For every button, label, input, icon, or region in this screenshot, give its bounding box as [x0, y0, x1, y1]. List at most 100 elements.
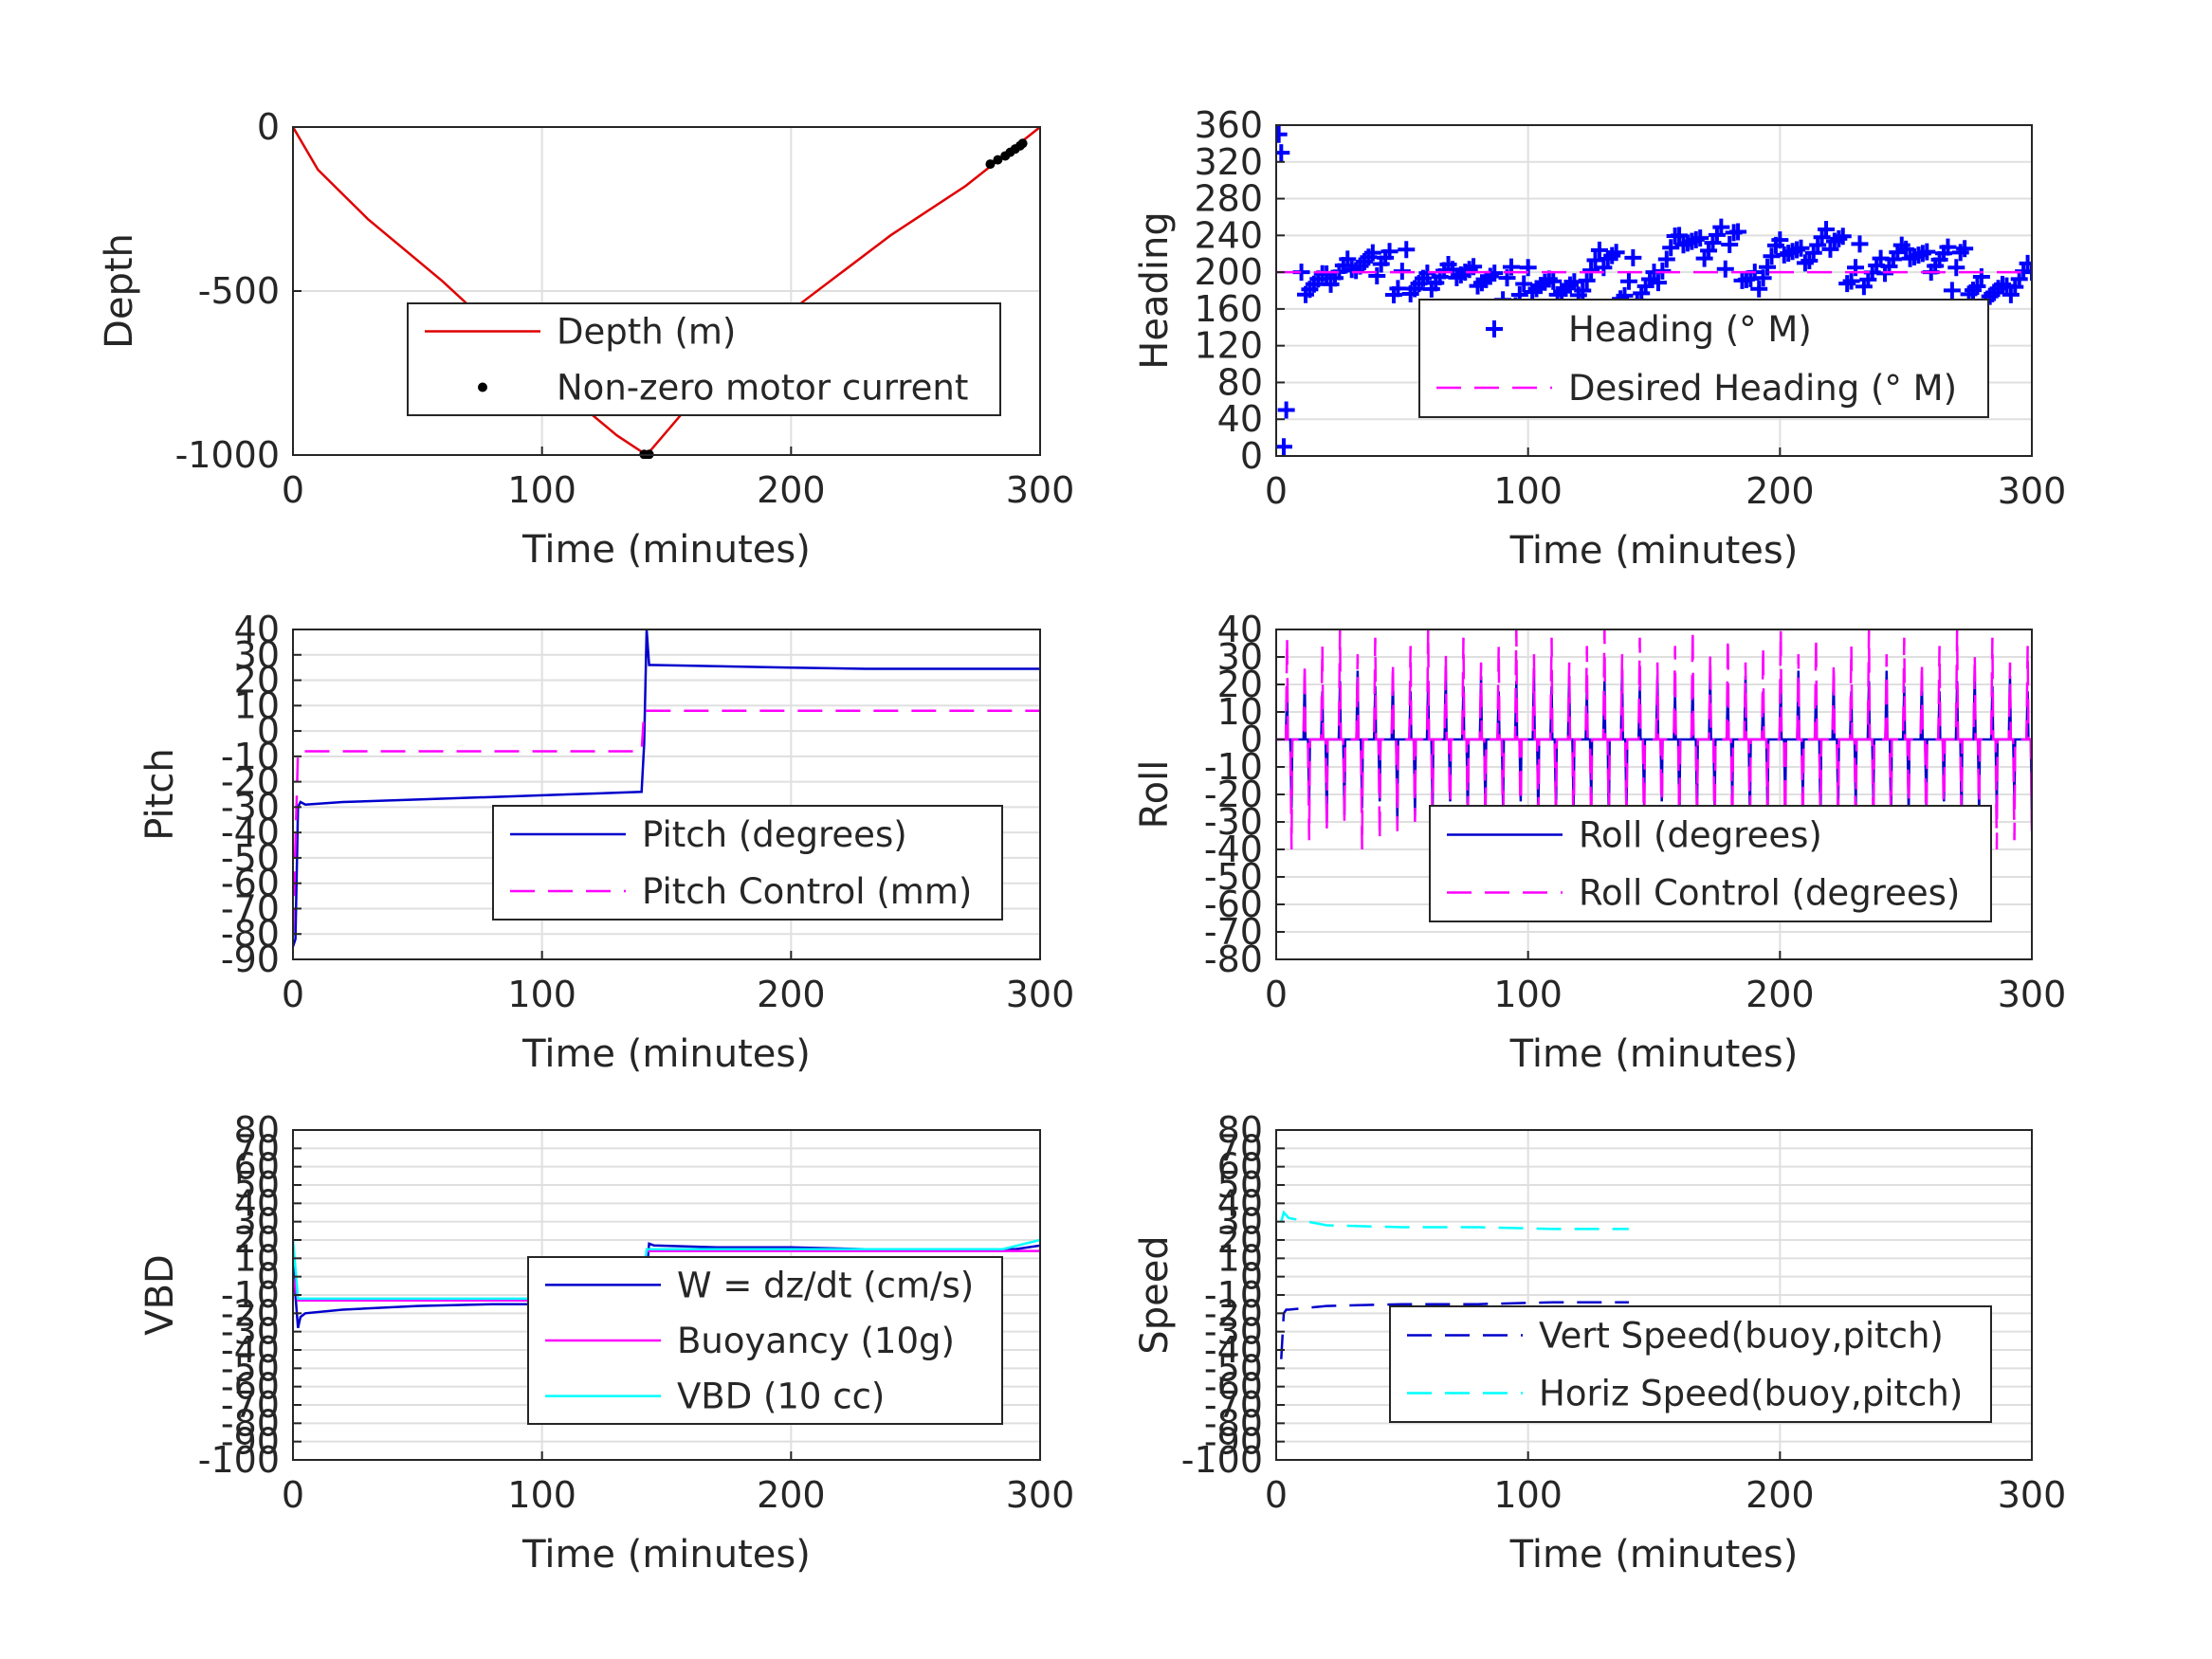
series-heading-m-point — [1619, 272, 1637, 290]
y-tick-label: 40 — [1217, 1182, 1263, 1224]
x-tick-label: 300 — [1998, 470, 2067, 512]
y-tick-label: 120 — [1194, 325, 1263, 367]
legend: W = dz/dt (cm/s) Buoyancy (10g) VBD (10 cc… — [527, 1256, 1003, 1425]
series-heading-m-point — [1590, 241, 1608, 259]
series-heading-m-point — [1380, 243, 1398, 261]
series-heading-m-point — [1691, 229, 1709, 247]
series-pitch-degrees — [293, 629, 1040, 947]
y-tick-label: 20 — [234, 1219, 280, 1261]
series-non-zero-motor-current-point — [985, 159, 996, 170]
series-heading-m-point — [1947, 259, 1965, 277]
series-heading-m-point — [1712, 218, 1730, 236]
y-tick-label: 30 — [234, 1201, 280, 1243]
chart-4: 0 100 200 300403020100-10-20-30-40-50-60-70… — [1133, 609, 2066, 1076]
y-tick-label: 0 — [1240, 719, 1263, 760]
y-tick-label: -60 — [221, 863, 280, 904]
x-tick-label: 300 — [1006, 1474, 1075, 1516]
y-tick-label: -50 — [1204, 856, 1263, 898]
y-tick-label: 10 — [1217, 1237, 1263, 1279]
series-heading-m-point — [1398, 241, 1416, 259]
y-tick-label: -30 — [1204, 801, 1263, 843]
series-heading-m-point — [2019, 254, 2032, 272]
y-tick-label: 70 — [1217, 1127, 1263, 1169]
y-tick-label: -70 — [1204, 911, 1263, 953]
y-tick-label: 0 — [257, 710, 280, 752]
legend-entry-label: Horiz Speed(buoy,pitch) — [1539, 1374, 1963, 1414]
y-tick-label: -80 — [221, 1402, 280, 1444]
chart-1: 0 100 200 300 0 -500 -1000 Time (minutes) Depth D… — [98, 106, 1074, 572]
y-tick-label: -40 — [1204, 1329, 1263, 1371]
series-horiz-speed-buoy-pitch — [1280, 1210, 1629, 1231]
series-heading-m-point — [1956, 240, 1974, 258]
y-tick-label: -70 — [1204, 1384, 1263, 1426]
series-heading-m-point — [1968, 277, 1986, 295]
series-heading-m-point — [1363, 244, 1381, 262]
y-tick-label: 360 — [1194, 104, 1263, 146]
series-heading-m-point — [1939, 238, 1957, 256]
series-heading-m-point — [1943, 282, 1961, 300]
series-non-zero-motor-current-point — [1017, 138, 1028, 149]
y-tick-label: 0 — [1240, 435, 1263, 477]
series-heading-m-point — [1750, 280, 1768, 298]
series-group — [1276, 125, 2032, 456]
y-tick-label: -10 — [1204, 1274, 1263, 1316]
series-heading-m-point — [1276, 125, 1288, 143]
x-tick-label: 100 — [1493, 470, 1563, 512]
series-depth-m — [293, 126, 1040, 457]
y-axis-label: Pitch — [138, 748, 182, 840]
y-tick-label: 40 — [234, 1182, 280, 1224]
series-heading-m-point — [1582, 262, 1600, 280]
y-tick-label: -60 — [1204, 1366, 1263, 1408]
series-heading-m-point — [1662, 239, 1680, 257]
y-tick-label: -80 — [1204, 939, 1263, 980]
series-heading-m-point — [1515, 275, 1533, 293]
y-tick-label: -30 — [1204, 1311, 1263, 1353]
x-axis-label: Time (minutes) — [1509, 1533, 1799, 1577]
y-tick-label: -40 — [221, 1329, 280, 1371]
y-axis-label: VBD — [138, 1254, 182, 1336]
series-heading-m-point — [1671, 227, 1689, 245]
y-tick-label: 10 — [1217, 691, 1263, 733]
series-heading-m-point — [1818, 221, 1836, 239]
x-tick-label: 0 — [1265, 470, 1288, 512]
y-axis-label: Speed — [1133, 1235, 1177, 1354]
y-tick-label: 80 — [1217, 1109, 1263, 1151]
series-heading-m-point — [1716, 260, 1734, 278]
chart-2: 0 100 200 30004080120160200240280320360Time… — [1133, 104, 2066, 573]
y-tick-label: 60 — [1217, 1146, 1263, 1188]
y-tick-label: -10 — [221, 736, 280, 777]
x-tick-label: 200 — [1746, 974, 1815, 1015]
x-axis-label: Time (minutes) — [1509, 529, 1799, 573]
series-heading-m-point — [1624, 248, 1642, 266]
series-heading-m-point — [1277, 401, 1295, 419]
legend-entry-label: Pitch Control (mm) — [642, 871, 972, 912]
legend-box — [1429, 805, 1992, 922]
y-tick-label: 20 — [1217, 664, 1263, 705]
chart-3: 0 100 200 300403020100-10-20-30-40-50-60-70… — [138, 609, 1074, 1076]
series-heading-m-point — [1729, 223, 1747, 241]
y-tick-label: -60 — [221, 1366, 280, 1408]
y-tick-label: 80 — [1217, 361, 1263, 403]
series-heading-m-point — [1389, 280, 1407, 298]
y-tick-label: 20 — [234, 660, 280, 702]
x-tick-label: 0 — [1265, 1474, 1288, 1516]
y-tick-label: -20 — [221, 761, 280, 803]
y-tick-label: -30 — [221, 786, 280, 828]
x-tick-label: 200 — [757, 469, 826, 511]
series-heading-m-point — [1657, 250, 1675, 268]
x-tick-label: 200 — [757, 1474, 826, 1516]
y-tick-label: -80 — [1204, 1402, 1263, 1444]
series-vert-speed-buoy-pitch — [1280, 1301, 1629, 1359]
y-tick-label: -50 — [221, 837, 280, 879]
series-heading-m-point — [1897, 240, 1915, 258]
x-axis-label: Time (minutes) — [521, 1032, 811, 1076]
y-tick-label: 20 — [1217, 1219, 1263, 1261]
series-heading-m-point — [1754, 269, 1772, 287]
series-heading-m-point — [1339, 250, 1357, 268]
legend-entry-label: Desired Heading (° M) — [1568, 368, 1957, 409]
legend-entry-label: Pitch (degrees) — [642, 814, 907, 855]
x-tick-label: 0 — [282, 469, 304, 511]
y-tick-label: -1000 — [175, 434, 280, 476]
y-tick-label: 280 — [1194, 178, 1263, 220]
